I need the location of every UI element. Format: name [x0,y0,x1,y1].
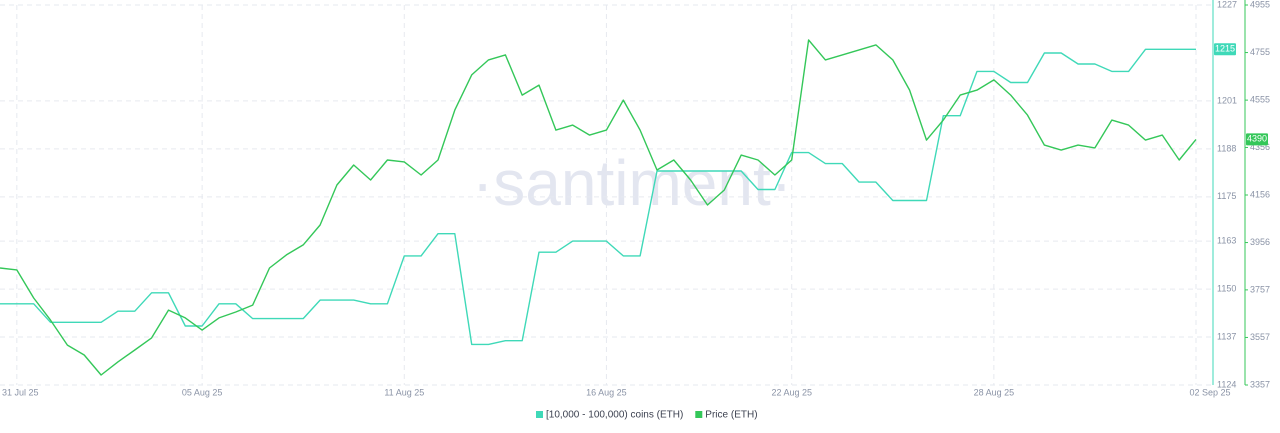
y2-tick-label: 4555 [1250,94,1270,104]
x-tick-label: 31 Jul 25 [2,387,39,397]
y-tick-label: 1227 [1217,0,1237,9]
y2-tick-label: 4755 [1250,47,1270,57]
y2-tick-label: 4156 [1250,189,1270,199]
y2-tick-label: 4955 [1250,0,1270,9]
legend-swatch [695,411,703,418]
value-badge-label: 1215 [1215,44,1235,54]
y-tick-label: 1163 [1217,235,1236,245]
series-line [0,39,1197,376]
legend-label: Price (ETH) [705,410,757,421]
y2-tick-label: 3757 [1250,284,1270,294]
y-tick-label: 1201 [1217,95,1237,105]
y-tick-label: 1175 [1217,191,1236,201]
value-badge [1246,133,1268,146]
value-badge-label: 4390 [1247,134,1267,144]
watermark: ·santiment· [472,147,792,219]
legend-swatch [536,411,543,418]
y2-tick-label: 3956 [1250,237,1270,247]
x-tick-label: 16 Aug 25 [586,387,627,397]
y2-tick-label: 4356 [1250,142,1270,152]
x-tick-label: 28 Aug 25 [974,387,1015,397]
x-tick-label: 22 Aug 25 [771,387,812,397]
y-tick-label: 1188 [1217,143,1236,153]
value-badge [1214,43,1236,56]
series-line [0,48,1196,346]
y-tick-label: 1124 [1217,379,1236,389]
x-tick-label: 11 Aug 25 [384,387,424,397]
y2-tick-label: 3557 [1250,332,1270,342]
legend-label: [10,000 - 100,000) coins (ETH) [546,410,683,421]
y-tick-label: 1137 [1217,331,1236,341]
y2-tick-label: 3357 [1250,379,1270,389]
x-tick-label: 02 Sep 25 [1189,387,1230,397]
x-tick-label: 05 Aug 25 [182,387,223,397]
y-tick-label: 1150 [1217,283,1236,293]
